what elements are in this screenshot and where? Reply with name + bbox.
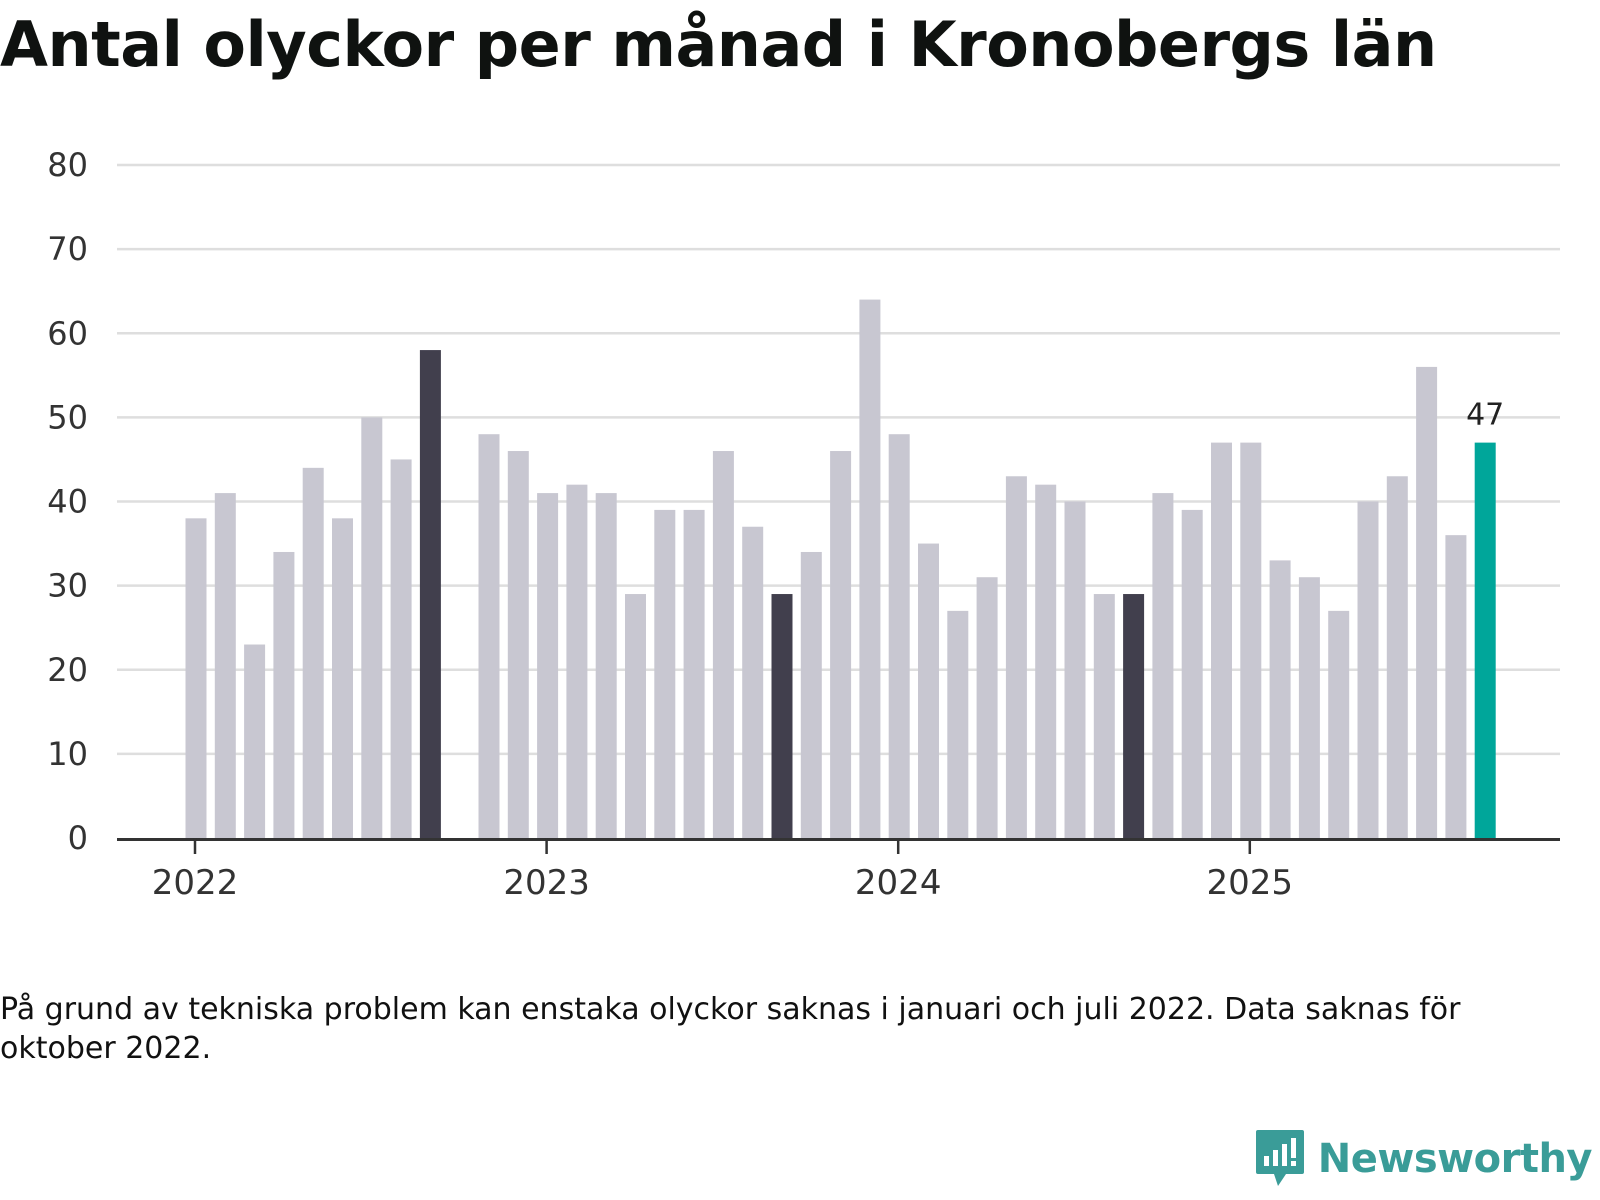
footnote: På grund av tekniska problem kan enstaka…	[0, 992, 1461, 1066]
bar	[566, 484, 588, 838]
bar	[1035, 484, 1057, 838]
data-labels: 47	[1466, 398, 1504, 433]
bar	[888, 434, 910, 838]
x-tick-label: 2025	[1207, 863, 1294, 903]
bar	[390, 459, 412, 838]
bar	[976, 577, 998, 838]
bar	[918, 543, 939, 838]
bar	[1211, 442, 1232, 838]
x-tick-label: 2022	[152, 863, 239, 903]
page-title: Antal olyckor per månad i Kronobergs län	[0, 8, 1437, 81]
bar	[537, 493, 559, 838]
bar	[1386, 476, 1408, 838]
y-tick-label: 50	[47, 398, 88, 436]
bar	[361, 417, 383, 838]
y-tick-label: 40	[47, 483, 88, 521]
y-tick-label: 30	[47, 567, 88, 605]
bar	[302, 467, 324, 838]
y-tick-label: 80	[47, 146, 88, 184]
bar-chart: 0 10 20 30 40 50 60 70 80 47 2022 2023 2024 2025	[47, 146, 1560, 903]
bar	[1416, 366, 1438, 838]
bar	[1005, 476, 1027, 838]
bar	[507, 451, 529, 838]
x-tick-label: 2024	[855, 863, 942, 903]
y-tick-label: 20	[47, 651, 88, 689]
bar	[1181, 509, 1203, 838]
bar	[742, 526, 764, 838]
bar	[478, 434, 500, 838]
bar	[1064, 501, 1086, 838]
bar	[419, 350, 441, 838]
bar	[244, 644, 266, 838]
bar	[1445, 535, 1467, 838]
x-axis: 2022 2023 2024 2025	[117, 838, 1560, 903]
bar	[683, 509, 705, 838]
bar	[830, 451, 852, 838]
bar	[654, 509, 676, 838]
bar	[712, 451, 734, 838]
bar	[800, 551, 822, 838]
data-label: 47	[1466, 398, 1504, 433]
bar	[625, 594, 646, 838]
bar	[595, 493, 617, 838]
y-tick-label: 70	[47, 230, 88, 268]
bar	[1123, 594, 1145, 838]
bar	[1298, 577, 1320, 838]
bar	[947, 610, 969, 838]
bars	[185, 299, 1496, 839]
bar	[332, 518, 353, 838]
bar	[214, 493, 236, 838]
bar	[273, 551, 295, 838]
bar-latest	[1474, 442, 1496, 838]
bar	[1093, 594, 1115, 838]
y-tick-label: 10	[47, 735, 88, 773]
bar	[185, 518, 207, 838]
y-axis-ticks: 0 10 20 30 40 50 60 70 80	[47, 146, 88, 857]
brand-logo: Newsworthy	[1254, 1128, 1593, 1190]
y-tick-label: 60	[47, 314, 88, 352]
bar	[771, 594, 793, 838]
bar	[859, 299, 881, 839]
bar	[1328, 610, 1350, 838]
bar	[1357, 501, 1379, 838]
x-tick-label: 2023	[503, 863, 590, 903]
bar	[1152, 493, 1174, 838]
newsworthy-logo-icon	[1255, 1130, 1304, 1186]
y-tick-label: 0	[68, 819, 88, 857]
bar	[1240, 442, 1262, 838]
bar	[1269, 560, 1291, 838]
brand-name: Newsworthy	[1317, 1136, 1593, 1182]
